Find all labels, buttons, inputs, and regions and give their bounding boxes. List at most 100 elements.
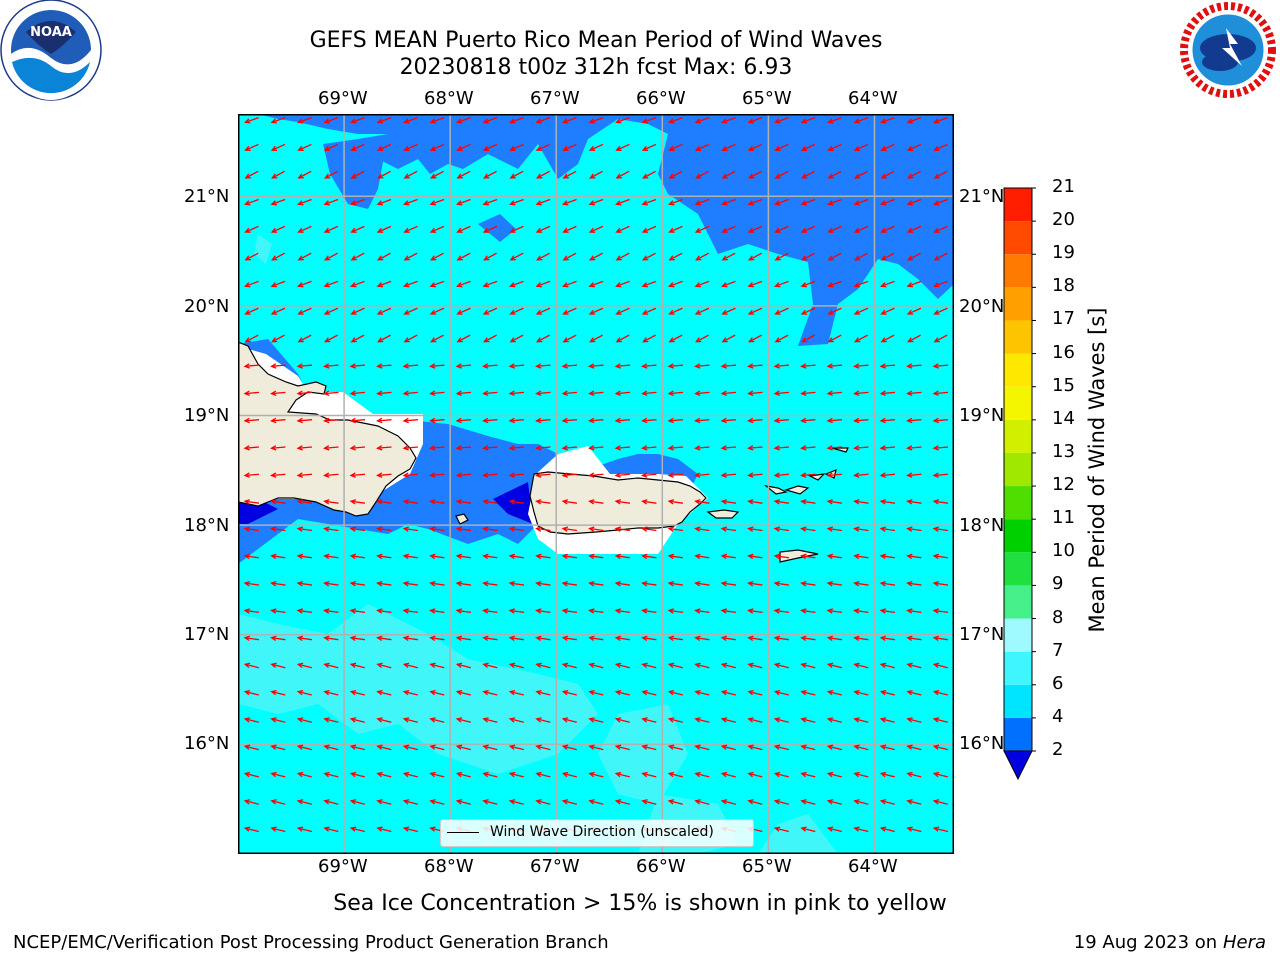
wave-direction-arrow [667,390,684,396]
wave-direction-arrow [535,363,551,369]
wave-direction-arrow [323,662,339,669]
wave-direction-arrow [482,307,498,315]
wave-direction-arrow [641,771,657,778]
wave-direction-arrow [747,499,763,505]
wave-direction-arrow [932,526,949,532]
wave-direction-arrow [270,553,286,560]
wave-direction-arrow [853,799,869,805]
wave-direction-arrow [403,334,418,343]
wave-direction-arrow [747,580,763,587]
wave-direction-arrow [773,390,790,396]
lon-tick-bottom-69w: 69°W [318,856,368,877]
wave-direction-arrow [535,390,551,396]
wave-direction-arrow [508,771,524,778]
wave-direction-arrow [402,799,418,805]
wave-direction-arrow [376,553,392,560]
wave-direction-arrow [826,417,843,424]
wave-direction-arrow [588,771,604,778]
wave-direction-arrow [244,198,259,206]
wave-direction-arrow [932,553,949,560]
wave-direction-arrow [774,198,789,206]
wave-direction-arrow [350,225,365,233]
colorbar-cell [1004,353,1032,387]
wave-direction-arrow [614,662,630,669]
wave-direction-arrow [243,417,260,424]
wave-direction-arrow [535,526,551,532]
wave-direction-arrow [615,198,630,206]
wave-direction-arrow [350,198,365,206]
wave-direction-arrow [455,472,472,478]
wave-direction-arrow [244,252,259,261]
wave-direction-arrow [721,252,736,261]
wave-direction-arrow [906,744,922,751]
wave-direction-arrow [429,662,445,669]
wave-direction-arrow [588,689,604,696]
wave-direction-arrow [535,225,551,233]
wave-direction-arrow [323,445,339,451]
wave-direction-arrow [774,116,789,124]
wave-direction-arrow [482,771,498,778]
wave-direction-arrow [270,744,286,751]
wave-direction-arrow [455,499,472,505]
st-croix-island [779,549,819,563]
wave-direction-arrow [455,526,472,532]
wave-direction-arrow [350,334,365,343]
wave-direction-arrow [243,445,260,451]
lat-tick-right-20n: 20°N [959,296,1005,317]
wave-direction-arrow [853,553,869,560]
wave-direction-arrow [720,662,736,669]
wave-direction-arrow [270,799,286,805]
wave-direction-arrow [509,334,524,343]
wave-direction-arrow [243,635,260,642]
wave-direction-arrow [588,635,604,642]
wave-direction-arrow [933,170,948,179]
lat-tick-left-21n: 21°N [184,186,230,207]
wave-direction-arrow [800,717,816,723]
wave-direction-arrow [429,799,445,805]
wave-direction-arrow [509,225,524,233]
wave-direction-arrow [641,334,656,343]
wave-direction-arrow [614,499,631,505]
st-thomas-island [763,485,788,495]
wave-direction-arrow [667,717,683,723]
wave-direction-arrow [641,472,657,478]
wave-direction-arrow [933,143,948,151]
wave-direction-arrow [826,499,843,505]
wave-direction-arrow [323,417,339,424]
wave-direction-arrow [668,170,683,179]
wave-direction-arrow [562,225,577,233]
noaa-logo-icon: NOAA [0,0,102,101]
wave-direction-arrow [641,116,657,124]
wave-direction-arrow [933,116,948,124]
wave-direction-arrow [588,170,603,179]
wave-direction-arrow [243,826,259,833]
wave-direction-arrow [508,799,524,805]
wave-direction-arrow [508,635,525,642]
wave-direction-arrow [270,143,286,151]
wave-direction-arrow [721,334,736,343]
wave-direction-arrow [906,334,921,343]
wave-direction-arrow [615,143,630,151]
wave-direction-arrow [879,689,895,696]
wave-direction-arrow [482,635,498,642]
wave-direction-arrow [773,445,790,451]
wave-direction-arrow [482,689,498,696]
wave-direction-arrow [826,689,842,696]
lat-tick-right-18n: 18°N [959,515,1005,536]
wave-direction-arrow [323,363,339,369]
wave-direction-arrow [323,280,339,288]
wave-direction-arrow [270,225,286,233]
wave-direction-arrow [853,307,869,315]
wave-direction-arrow [879,744,895,751]
wave-direction-arrow [853,198,869,206]
wave-direction-arrow [668,280,683,288]
wave-direction-arrow [296,689,312,696]
wave-direction-arrow [455,608,472,614]
wave-direction-arrow [853,662,869,669]
wave-direction-arrow [270,198,286,206]
wave-direction-arrow [323,771,339,778]
wave-direction-arrow [667,363,684,369]
wave-direction-arrow [376,635,392,642]
wave-direction-arrow [244,143,259,151]
wave-direction-arrow [297,143,312,151]
